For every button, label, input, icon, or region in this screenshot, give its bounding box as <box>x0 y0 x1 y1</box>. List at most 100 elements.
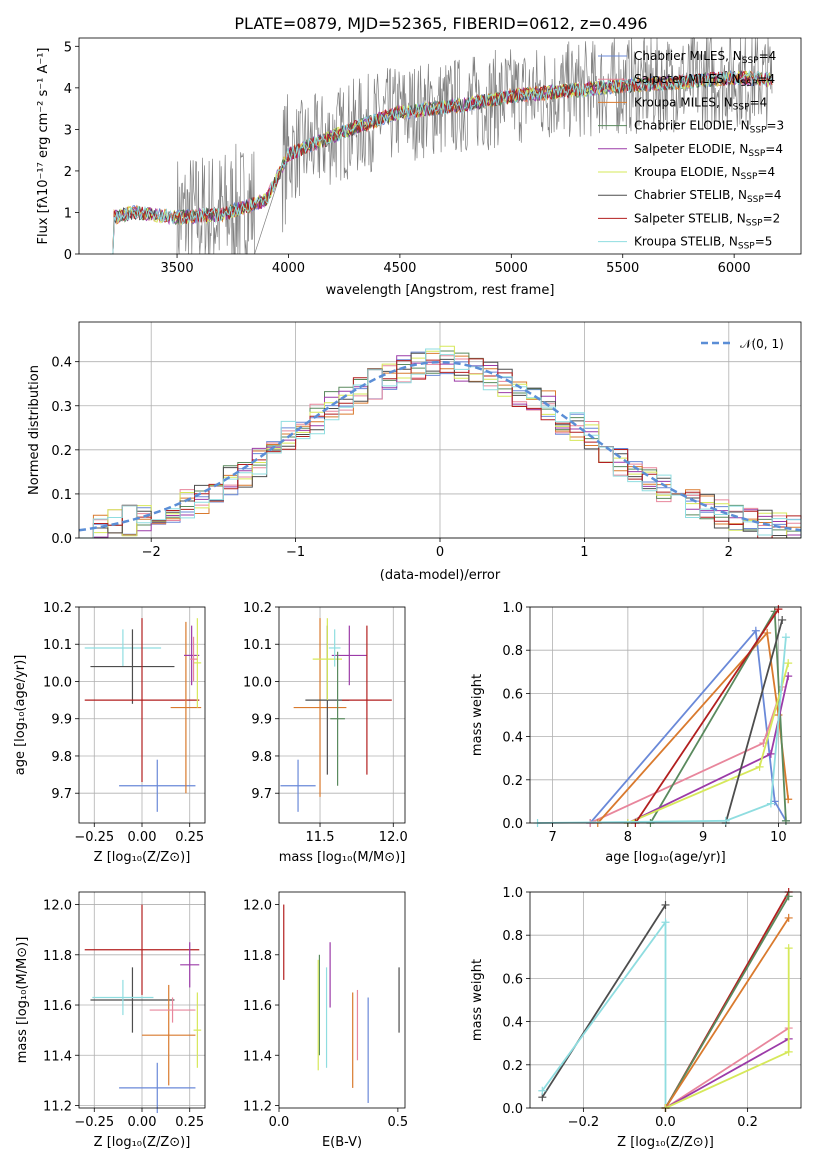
z-weight-marks <box>538 888 793 1112</box>
x-tick-label: 0.00 <box>128 1115 157 1130</box>
y-tick-label: 5 <box>64 40 72 55</box>
mass-age-ticks: 11.5 12.0 9.7 9.8 9.9 10.0 10.1 10.2 <box>243 601 408 845</box>
x-tick-label: 12.0 <box>379 830 408 845</box>
salpeter_miles-weight-line <box>665 1027 790 1109</box>
y-tick-label: 10.2 <box>243 601 272 616</box>
z-mass-ticks: −0.25 0.00 0.25 11.2 11.4 11.6 11.8 12.0 <box>43 899 204 1130</box>
y-tick-label: 0.0 <box>51 532 72 547</box>
y-tick-label: 1 <box>64 206 72 221</box>
x-tick-label: 0.0 <box>269 1115 290 1130</box>
observed-spectrum-line <box>176 36 773 255</box>
kroupa_miles-weight-marker <box>784 913 793 922</box>
age-weight-marks <box>533 605 793 827</box>
spectrum-ylabel: Flux [fλ10⁻¹⁷ erg cm⁻² s⁻¹ A⁻¹] <box>36 48 51 245</box>
legend-label: Kroupa ELODIE, NSSP=4 <box>634 165 775 182</box>
age-weight-ylabel: mass weight <box>470 674 485 756</box>
chabrier_stelib-weight-marker <box>778 615 787 624</box>
salpeter_stelib-model-line <box>110 70 773 255</box>
x-tick-label: 0 <box>436 545 444 560</box>
age-weight-axes <box>529 606 802 824</box>
y-tick-label: 0.4 <box>502 731 523 746</box>
x-tick-label: −1 <box>286 545 305 560</box>
y-tick-label: 0.8 <box>502 929 523 944</box>
salpeter_elodie-weight-line <box>665 1038 790 1109</box>
y-tick-label: 11.2 <box>43 1099 72 1114</box>
chabrier_stelib-weight-marker <box>661 900 670 909</box>
spectrum-axes <box>78 37 802 255</box>
y-tick-label: 0 <box>64 248 72 263</box>
z-age-ylabel: age [log₁₀(age/yr)] <box>13 655 28 776</box>
age-weight-ticks: 7 8 9 10 0.0 0.2 0.4 0.6 0.8 1.0 <box>502 601 786 845</box>
y-tick-label: 9.7 <box>251 787 272 802</box>
y-tick-label: 0.6 <box>502 972 523 987</box>
y-tick-label: 0.4 <box>51 356 72 371</box>
y-tick-label: 0.3 <box>51 400 72 415</box>
y-tick-label: 1.0 <box>502 601 523 616</box>
x-tick-label: 0.00 <box>128 830 157 845</box>
x-tick-label: 0.25 <box>175 1115 204 1130</box>
x-tick-label: 9 <box>699 830 707 845</box>
x-tick-label: 5000 <box>495 261 528 276</box>
spectrum-lines <box>110 36 773 255</box>
x-tick-label: 3500 <box>161 261 194 276</box>
ebv-mass-ticks: 0.0 0.5 11.2 11.4 11.6 11.8 12.0 <box>243 899 408 1130</box>
x-tick-label: 6000 <box>718 261 751 276</box>
kroupa_stelib-weight-line <box>537 637 787 824</box>
x-tick-label: 0.2 <box>737 1115 758 1130</box>
y-tick-label: 11.4 <box>243 1049 272 1064</box>
gaussian-legend-label: 𝒩(0, 1) <box>740 337 784 351</box>
kroupa_stelib-weight-line <box>541 919 667 1108</box>
z-age-xlabel: Z [log₁₀(Z/Z⊙)] <box>94 850 191 865</box>
x-tick-label: 4000 <box>272 261 305 276</box>
x-tick-label: 10 <box>770 830 787 845</box>
chabrier_miles-weight-marker <box>751 626 760 635</box>
y-tick-label: 10.1 <box>43 638 72 653</box>
y-tick-label: 9.9 <box>51 713 72 728</box>
chabrier_elodie-weight-marker <box>781 816 790 825</box>
kroupa_stelib-weight-marker <box>661 918 670 927</box>
figure-title: PLATE=0879, MJD=52365, FIBERID=0612, z=0… <box>234 14 647 33</box>
residuals-ylabel: Normed distribution <box>27 365 42 495</box>
kroupa_stelib-weight-marker <box>766 799 775 808</box>
x-tick-label: 0.0 <box>655 1115 676 1130</box>
x-tick-label: −0.2 <box>568 1115 600 1130</box>
kroupa_elodie-weight-marker <box>784 1047 793 1056</box>
spectrum-legend: Chabrier MILES, NSSP=4 Salpeter MILES, NS… <box>598 49 784 252</box>
kroupa_stelib-weight-marker <box>538 1086 547 1095</box>
kroupa_stelib-histogram <box>79 348 802 539</box>
salpeter_stelib-histogram <box>79 358 802 539</box>
z-mass-ylabel: mass [log₁₀(M/M⊙)] <box>15 937 30 1064</box>
kroupa_elodie-weight-marker <box>755 762 764 771</box>
y-tick-label: 9.7 <box>51 787 72 802</box>
z-weight-ticks: −0.2 0.0 0.2 0.0 0.2 0.4 0.6 0.8 1.0 <box>502 886 758 1130</box>
mass-age-panel: 11.5 12.0 9.7 9.8 9.9 10.0 10.1 10.2 mass [log₁₀… <box>243 601 408 865</box>
y-tick-label: 2 <box>64 165 72 180</box>
chabrier_stelib-weight-line <box>724 619 784 824</box>
z-age-marks <box>84 618 202 812</box>
y-tick-label: 3 <box>64 123 72 138</box>
y-tick-label: 12.0 <box>43 899 72 914</box>
gaussian-curve <box>78 360 802 532</box>
y-tick-label: 9.8 <box>251 750 272 765</box>
y-tick-label: 0.2 <box>502 1059 523 1074</box>
y-tick-label: 9.8 <box>51 750 72 765</box>
y-tick-label: 0.0 <box>502 817 523 832</box>
kroupa_elodie-weight-marker <box>784 659 793 668</box>
z-mass-xlabel: Z [log₁₀(Z/Z⊙)] <box>94 1135 191 1150</box>
kroupa_miles-weight-line <box>664 917 790 1109</box>
spectrum-panel: 3500 4000 4500 5000 5500 6000 0 1 2 3 4 5 wavelengt… <box>36 36 802 298</box>
x-tick-label: 0.25 <box>175 830 204 845</box>
chabrier_elodie-weight-marker <box>784 892 793 901</box>
legend-label: Chabrier STELIB, NSSP=4 <box>634 188 782 205</box>
ebv-mass-panel: 0.0 0.5 11.2 11.4 11.6 11.8 12.0 E(B-V) <box>243 891 408 1150</box>
chabrier_elodie-weight-line <box>664 895 790 1109</box>
y-tick-label: 11.8 <box>43 949 72 964</box>
z-age-panel: −0.25 0.00 0.25 9.7 9.8 9.9 10.0 10.1 10.2 Z [log… <box>13 601 206 865</box>
spectrum-xlabel: wavelength [Angstrom, rest frame] <box>326 283 555 298</box>
y-tick-label: 0.4 <box>502 1016 523 1031</box>
y-tick-label: 11.4 <box>43 1049 72 1064</box>
kroupa_elodie-weight-line <box>665 948 790 1109</box>
kroupa_elodie-weight-marker <box>784 944 793 953</box>
x-tick-label: −0.25 <box>74 1115 114 1130</box>
